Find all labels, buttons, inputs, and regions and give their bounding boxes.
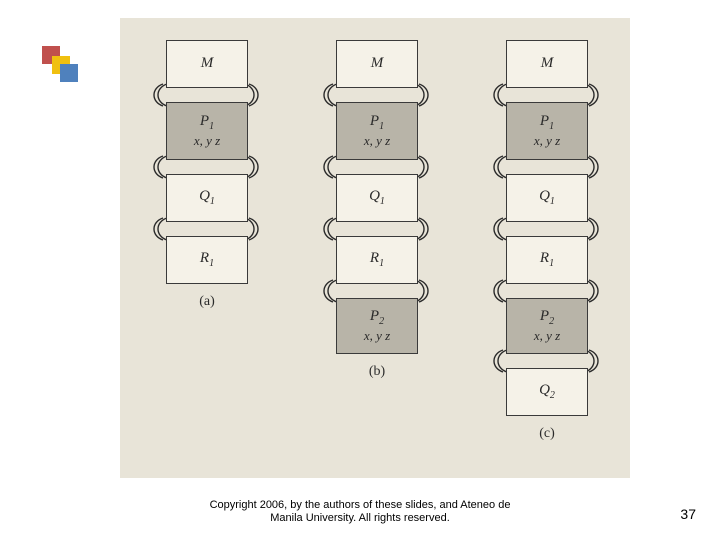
page-number: 37: [680, 506, 696, 522]
stack-frame-m: M: [506, 40, 588, 88]
stack-frame-r1: R1: [166, 236, 248, 284]
stack-column-a: M P1x, y z Q1 R1 (a): [146, 40, 266, 310]
slide-logo: [42, 46, 78, 82]
stack-frame-q1: Q1: [506, 174, 588, 222]
stack-frame-q1: Q1: [166, 174, 248, 222]
column-caption: (b): [336, 364, 418, 380]
stack-column-c: M P1x, y z Q1 R1 P2x, y z Q2 (c): [486, 40, 606, 442]
frame-link: [316, 222, 436, 236]
copyright-text: Copyright 2006, by the authors of these …: [0, 499, 720, 527]
frame-link: [146, 88, 266, 102]
frame-link: [486, 284, 606, 298]
stack-frame-q2: Q2: [506, 368, 588, 416]
stack-frame-p2: P2x, y z: [506, 298, 588, 354]
column-caption: (a): [166, 294, 248, 310]
stack-frame-p1: P1x, y z: [166, 102, 248, 160]
copyright-line2: Manila University. All rights reserved.: [270, 512, 450, 524]
stack-frame-p1: P1x, y z: [336, 102, 418, 160]
figure-image: M P1x, y z Q1 R1 (a) M P1x, y z Q1 R1 P2x, y z (b)…: [120, 18, 630, 478]
stack-frame-q1: Q1: [336, 174, 418, 222]
stack-frame-r1: R1: [336, 236, 418, 284]
frame-link: [486, 160, 606, 174]
frame-link: [146, 160, 266, 174]
frame-link: [486, 354, 606, 368]
frame-link: [486, 88, 606, 102]
stack-frame-m: M: [336, 40, 418, 88]
stack-column-b: M P1x, y z Q1 R1 P2x, y z (b): [316, 40, 436, 380]
frame-link: [316, 284, 436, 298]
stack-frame-p2: P2x, y z: [336, 298, 418, 354]
frame-link: [316, 160, 436, 174]
stack-frame-r1: R1: [506, 236, 588, 284]
stack-frame-p1: P1x, y z: [506, 102, 588, 160]
column-caption: (c): [506, 426, 588, 442]
stack-frame-m: M: [166, 40, 248, 88]
frame-link: [146, 222, 266, 236]
copyright-line1: Copyright 2006, by the authors of these …: [210, 499, 511, 511]
frame-link: [486, 222, 606, 236]
frame-link: [316, 88, 436, 102]
